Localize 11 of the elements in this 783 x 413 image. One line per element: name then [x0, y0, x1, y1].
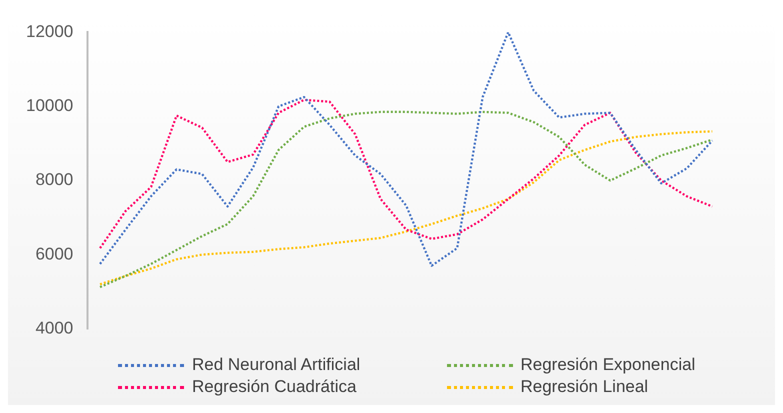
line-series	[98, 98, 714, 250]
y-tick-label: 6000	[35, 244, 74, 264]
legend-label: Red Neuronal Artificial	[192, 355, 360, 375]
legend-label: Regresión Lineal	[520, 377, 648, 397]
legend-label: Regresión Exponencial	[520, 355, 696, 375]
line-series	[98, 32, 714, 267]
y-tick-label: 12000	[26, 22, 74, 41]
y-tick-label: 10000	[26, 96, 74, 116]
y-tick-label: 8000	[35, 170, 74, 190]
legend-label: Regresión Cuadrática	[192, 377, 356, 397]
y-tick-label: 4000	[35, 318, 74, 338]
